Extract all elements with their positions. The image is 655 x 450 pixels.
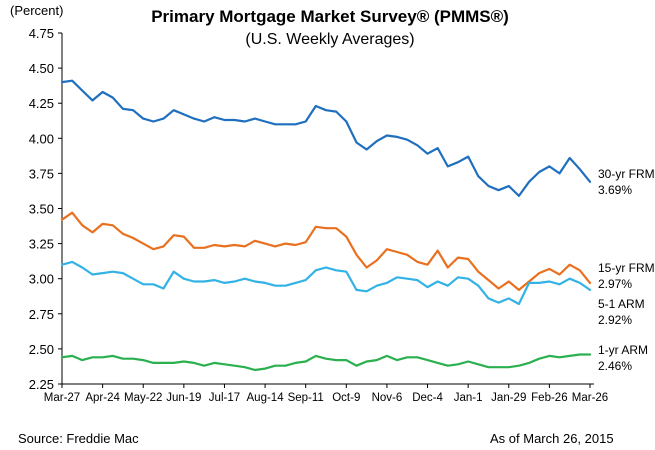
- series-line-30-yr-frm: [60, 79, 592, 197]
- y-tick-label: 2.25: [29, 377, 54, 392]
- y-tick-label: 4.25: [29, 96, 54, 111]
- x-tick-label: Jan-1: [454, 392, 483, 404]
- x-tick-label: Apr-24: [85, 392, 120, 404]
- chart-title: Primary Mortgage Market Survey® (PMMS®): [151, 7, 509, 26]
- series-end-value-label: 2.92%: [598, 313, 632, 327]
- x-tick-label: Aug-14: [247, 392, 285, 404]
- series-line-1-yr-arm: [60, 353, 592, 372]
- series-name-label: 15-yr FRM: [598, 261, 655, 275]
- y-tick-label: 3.75: [29, 166, 54, 181]
- series-end-value-label: 2.46%: [598, 359, 632, 373]
- y-tick-label: 3.25: [29, 237, 54, 252]
- y-tick-label: 2.50: [29, 342, 54, 357]
- x-tick-label: Nov-6: [372, 392, 403, 404]
- x-tick-label: Oct-9: [332, 392, 360, 404]
- x-tick-label: May-22: [124, 392, 162, 404]
- series-line-5-1-arm: [60, 260, 592, 306]
- source-note: Source: Freddie Mac: [18, 431, 139, 446]
- y-tick-label: 4.00: [29, 131, 54, 146]
- x-tick-label: Jul-17: [209, 392, 240, 404]
- y-tick-label: 2.75: [29, 307, 54, 322]
- series-name-label: 1-yr ARM: [598, 343, 648, 357]
- x-tick-label: Sep-11: [288, 392, 324, 404]
- series-end-value-label: 3.69%: [598, 183, 632, 197]
- x-tick-label: Mar-27: [44, 392, 80, 404]
- series-labels: 30-yr FRM 3.69% 15-yr FRM 2.97% 5-1 ARM 2.92%…: [598, 167, 655, 373]
- y-axis-label: (Percent): [10, 3, 63, 18]
- x-tick-label: Jun-19: [166, 392, 201, 404]
- y-tick-label: 4.75: [29, 26, 54, 41]
- x-tick-label: Jan-29: [491, 392, 526, 404]
- as-of-date: As of March 26, 2015: [490, 431, 614, 446]
- plot-area: [60, 79, 592, 372]
- x-tick-label: Mar-26: [572, 392, 608, 404]
- y-tick-label: 3.00: [29, 272, 54, 287]
- series-line-15-yr-frm: [60, 211, 592, 291]
- chart-subtitle: (U.S. Weekly Averages): [245, 31, 414, 48]
- series-name-label: 5-1 ARM: [598, 297, 645, 311]
- y-axis: 4.75 4.50 4.25 4.00 3.75 3.50 3.25 3.00 2.75 2.50…: [29, 26, 63, 392]
- x-axis: Mar-27 Apr-24 May-22 Jun-19 Jul-17 Aug-14 Sep-…: [44, 383, 608, 404]
- y-tick-label: 3.50: [29, 202, 54, 217]
- y-tick-label: 4.50: [29, 61, 54, 76]
- x-tick-label: Dec-4: [412, 392, 443, 404]
- series-end-value-label: 2.97%: [598, 277, 632, 291]
- series-name-label: 30-yr FRM: [598, 167, 655, 181]
- x-tick-label: Feb-26: [531, 392, 567, 404]
